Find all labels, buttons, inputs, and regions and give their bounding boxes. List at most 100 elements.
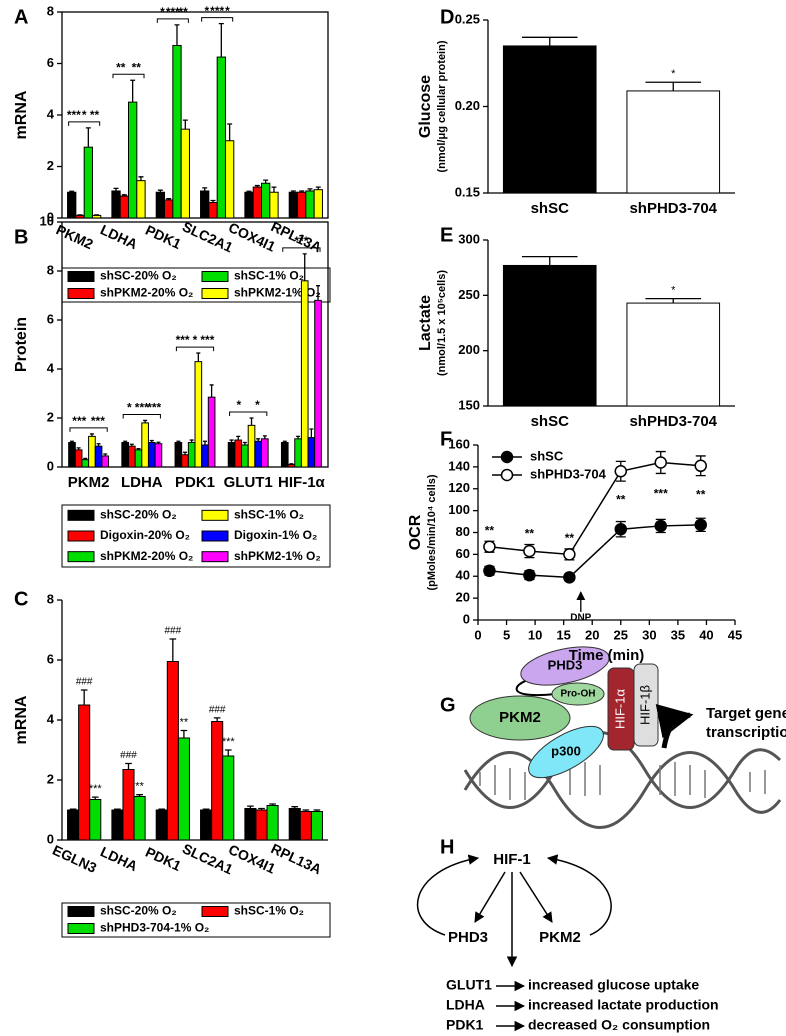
annotation: *** [222, 736, 236, 748]
pkm2-shape [469, 695, 571, 741]
error-bar [143, 419, 148, 423]
panel-label: G [440, 694, 456, 716]
annotation: ** [696, 487, 706, 501]
error-bar [645, 298, 702, 304]
error-bar [313, 809, 321, 812]
bar [244, 808, 257, 841]
marker [483, 564, 496, 578]
y-tick-label: 100 [448, 502, 470, 517]
diagram-label: PKM2 [499, 709, 541, 726]
y-tick-label: 6 [47, 651, 54, 666]
bar [241, 444, 249, 468]
bar [288, 191, 299, 219]
bar [177, 737, 190, 841]
axis-line [477, 445, 735, 621]
bar [172, 44, 182, 219]
bar [141, 422, 149, 468]
error-bar [196, 352, 201, 362]
bar [227, 442, 236, 468]
x-tick-label: 45 [728, 627, 742, 642]
bar [67, 191, 77, 219]
error-bar [77, 214, 83, 216]
error-bar [96, 443, 101, 447]
error-bar [224, 749, 232, 756]
error-bar [83, 457, 88, 460]
legend-box [61, 267, 331, 303]
effect-list: GLUT1 increased glucose uptake LDHA increas… [446, 977, 719, 1033]
legend-label: shSC-1% O₂ [234, 269, 304, 283]
bar [626, 90, 721, 194]
phd3-shape [520, 646, 610, 686]
bar [194, 361, 203, 468]
x-tick-label: 5 [503, 627, 510, 642]
error-bar [227, 123, 233, 141]
arrow-label: DNP [570, 613, 591, 624]
error-bar [316, 285, 321, 301]
y-axis-label: mRNA [13, 90, 30, 139]
bar [287, 464, 296, 468]
annotation: * [255, 398, 260, 412]
bar [224, 140, 235, 219]
bar [200, 809, 213, 841]
chart: 150 200 250 300 Lactate (nmol/1.5 x 10⁵cells)… [417, 231, 735, 430]
bar [180, 128, 190, 219]
error-bar [202, 808, 210, 810]
y-tick-label: 2 [47, 771, 54, 786]
annotation: *** [67, 108, 81, 122]
annotation: *** [135, 401, 149, 415]
error-bar [302, 253, 307, 281]
bar [136, 180, 146, 219]
bar [128, 445, 136, 468]
bar [88, 435, 96, 468]
bar [207, 396, 216, 468]
bar [222, 755, 235, 841]
y-axis-label: OCR [407, 514, 424, 550]
chart: 0.15 0.20 0.25 Glucose (nmol/μg cellular pro… [417, 11, 735, 217]
annotation: * [671, 285, 676, 297]
bracket [229, 411, 268, 416]
bar [174, 442, 183, 468]
p300-shape [528, 725, 604, 779]
legend-label: shPKM2-1% O₂ [234, 549, 321, 563]
bar [91, 214, 102, 219]
legend-swatch [201, 530, 229, 542]
error-bar [290, 190, 296, 193]
annotation: *** [294, 234, 308, 248]
marker [694, 459, 707, 473]
legend-swatch [67, 906, 95, 917]
bar [252, 186, 262, 219]
error-bar [125, 762, 132, 770]
panel-label: C [14, 588, 28, 610]
x-tick-label: shPHD3-704 [629, 413, 717, 430]
legend-label: shSC-1% O₂ [234, 508, 304, 522]
legend-swatch [67, 288, 95, 299]
bracket [69, 427, 108, 432]
bar [83, 146, 93, 219]
panel-label: A [14, 6, 28, 28]
prooh-shape [551, 682, 605, 706]
error-bar [289, 463, 294, 465]
error-bar [85, 127, 91, 148]
error-bar [157, 189, 163, 193]
annotation: * [193, 333, 198, 347]
arrow [519, 871, 553, 923]
panel-label: H [440, 836, 454, 858]
legend-label: shSC [530, 448, 564, 463]
legend-swatch [67, 551, 95, 563]
bar [155, 809, 168, 841]
marker [563, 571, 576, 584]
y-tick-label: 40 [456, 568, 470, 583]
error-bar [91, 796, 99, 800]
annotation: *** [176, 333, 190, 347]
x-tick-label: PDK1 [143, 844, 184, 874]
y-tick-label: 0 [463, 611, 470, 626]
x-tick-label: COX4I1 [226, 841, 278, 877]
y-tick-label: 2 [47, 158, 54, 173]
annotation: * [671, 68, 676, 80]
error-bar [183, 451, 188, 455]
error-bar [94, 214, 100, 216]
error-bar [209, 384, 214, 398]
bar [261, 438, 269, 468]
x-tick-label: PDK1 [143, 222, 184, 252]
